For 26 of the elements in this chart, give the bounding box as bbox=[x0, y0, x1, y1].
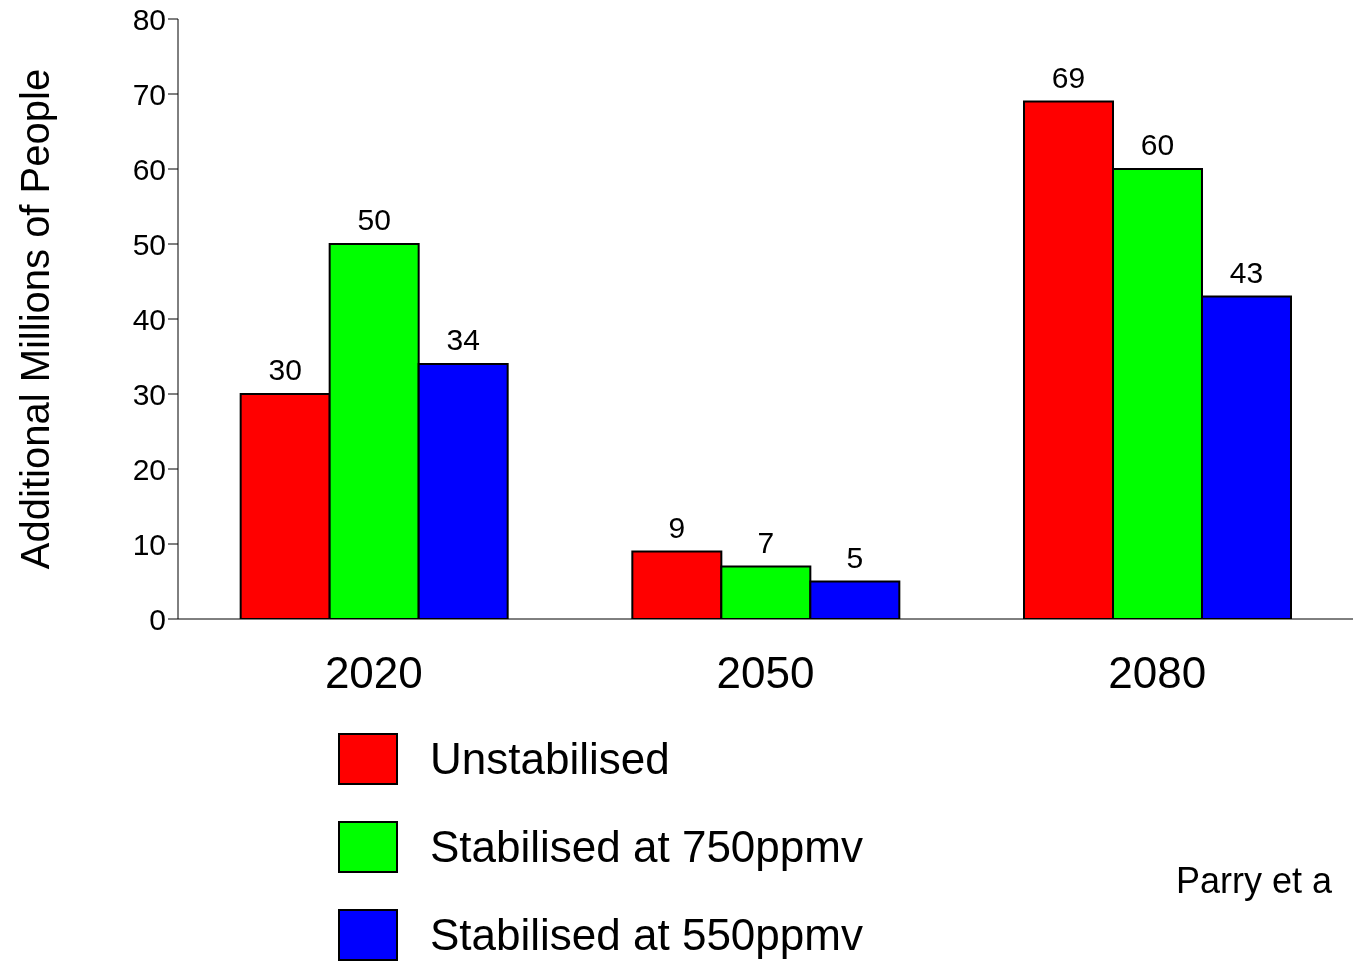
y-axis-title: Additional Millions of People bbox=[13, 68, 58, 570]
y-tick-label: 40 bbox=[132, 302, 166, 336]
y-tick-label: 10 bbox=[132, 527, 166, 561]
data-label: 50 bbox=[357, 203, 391, 236]
x-tick-label: 2050 bbox=[716, 648, 815, 698]
data-label: 60 bbox=[1140, 128, 1175, 161]
data-label: 30 bbox=[268, 353, 302, 386]
legend-label: Stabilised at 550ppmv bbox=[430, 910, 863, 960]
data-label: 9 bbox=[668, 510, 686, 544]
data-label: 7 bbox=[757, 525, 775, 559]
y-tick-label: 20 bbox=[132, 452, 166, 486]
y-tick-label: 80 bbox=[132, 2, 166, 36]
data-label: 69 bbox=[1051, 60, 1086, 94]
data-label: 5 bbox=[846, 540, 864, 574]
y-tick-label: 70 bbox=[132, 77, 166, 111]
y-tick-label: 30 bbox=[132, 377, 166, 411]
y-tick-label: 60 bbox=[132, 152, 166, 186]
text: Parry et a bbox=[1176, 860, 1333, 902]
x-tick-label: 2080 bbox=[1108, 648, 1207, 698]
y-tick-label: 0 bbox=[149, 602, 166, 636]
x-tick-label: 2020 bbox=[324, 648, 423, 698]
data-label: 43 bbox=[1229, 255, 1264, 289]
y-tick-label: 50 bbox=[132, 227, 166, 261]
legend-label: Unstabilised bbox=[430, 734, 670, 784]
data-label: 34 bbox=[446, 323, 480, 356]
legend-label: Stabilised at 750ppmv bbox=[430, 822, 863, 872]
